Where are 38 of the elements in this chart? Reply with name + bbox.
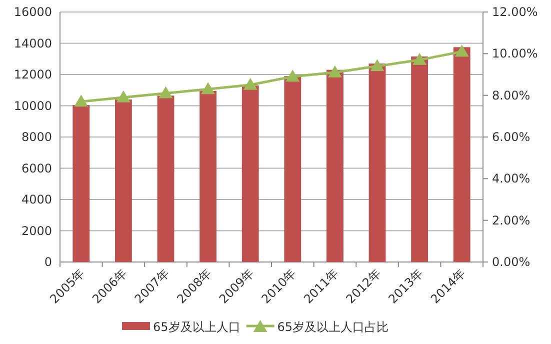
y2-tick-label: 10.00% [492, 46, 538, 61]
legend-label: 65岁及以上人口占比 [277, 320, 389, 334]
bar [368, 64, 386, 262]
y-tick-label: 2000 [21, 224, 52, 238]
y-tick-label: 10000 [14, 98, 52, 113]
point [243, 78, 258, 90]
y2-tick-label: 2.00% [492, 213, 530, 228]
bar [72, 104, 90, 262]
y-tick-label: 12000 [14, 68, 52, 82]
bar [411, 56, 428, 262]
y2-tick-label: 8.00% [492, 88, 530, 102]
point [116, 90, 130, 102]
y2-tick-label: 12.00% [492, 5, 538, 19]
y-tick-label: 0 [44, 255, 52, 269]
point [454, 44, 469, 57]
point [201, 82, 216, 94]
bar [200, 90, 217, 262]
bar [242, 85, 259, 262]
point [286, 70, 300, 82]
y-tick-label: 14000 [14, 36, 52, 50]
point [328, 65, 342, 78]
bar [453, 47, 470, 262]
y-tick-label: 16000 [14, 5, 52, 19]
point [74, 94, 88, 107]
bar [326, 70, 344, 262]
y-tick-label: 8000 [21, 130, 52, 144]
bar [114, 100, 132, 262]
point [370, 59, 384, 72]
y-tick-label: 6000 [21, 161, 52, 176]
legend-label: 65岁及以上人口 [153, 320, 240, 334]
point [158, 86, 173, 98]
bar [284, 76, 302, 262]
bar [157, 96, 174, 262]
y2-tick-label: 4.00% [492, 172, 530, 186]
y-tick-label: 4000 [21, 192, 52, 206]
y2-tick-label: 6.00% [492, 130, 530, 144]
y2-tick-label: 0.00% [492, 255, 530, 269]
point [412, 52, 427, 65]
